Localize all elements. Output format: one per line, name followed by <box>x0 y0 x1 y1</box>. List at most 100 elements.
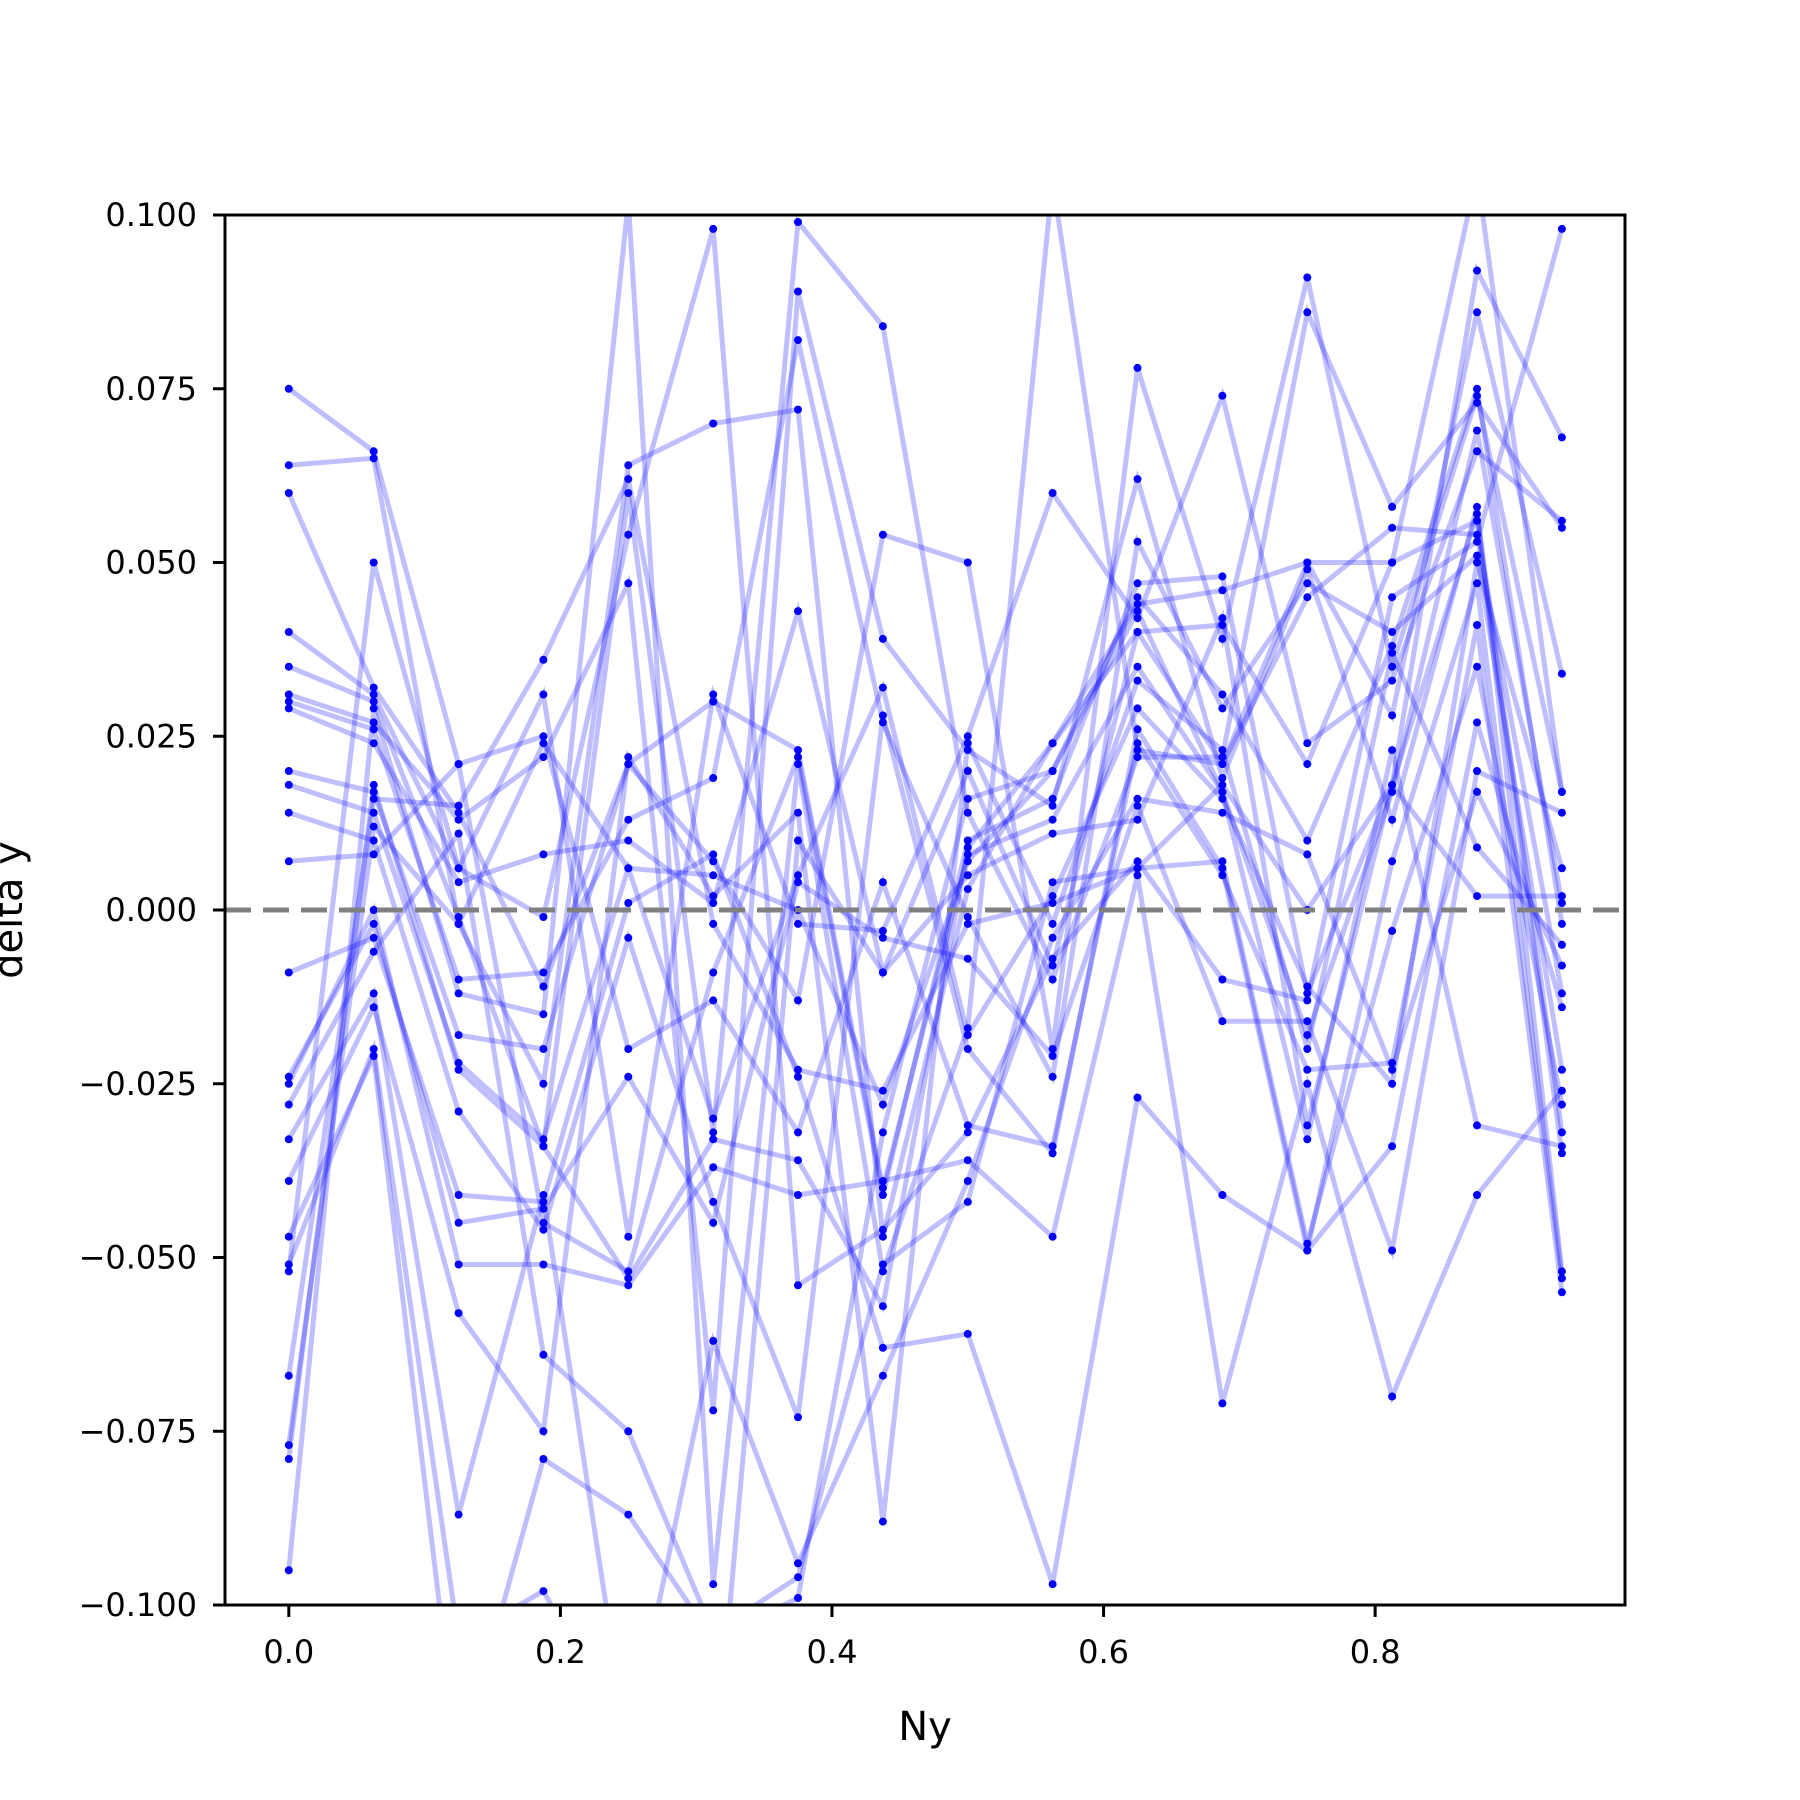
data-point <box>539 1045 548 1053</box>
data-point <box>1133 794 1142 803</box>
data-point <box>284 1100 293 1109</box>
data-point <box>709 919 718 928</box>
data-point <box>878 1302 887 1311</box>
data-point <box>1303 1239 1312 1248</box>
series-line <box>288 339 1565 1085</box>
data-point <box>1133 739 1142 748</box>
data-point <box>1303 982 1312 991</box>
data-point <box>1473 537 1481 546</box>
data-point <box>624 1510 633 1519</box>
y-tick-label: −0.050 <box>79 1239 197 1277</box>
data-point <box>1473 384 1481 393</box>
data-point <box>624 530 633 539</box>
data-point <box>878 1267 887 1276</box>
data-point <box>1557 669 1566 678</box>
data-point <box>624 475 633 484</box>
data-point <box>539 753 548 762</box>
data-point <box>963 1128 972 1137</box>
data-point <box>878 322 887 331</box>
series-line <box>286 644 1564 1522</box>
data-point <box>1048 815 1057 824</box>
data-point <box>1303 1045 1312 1053</box>
x-tick-label: 0.8 <box>1350 1633 1401 1671</box>
data-point <box>963 843 972 852</box>
data-point <box>709 871 718 880</box>
data-point <box>454 1510 463 1519</box>
data-point <box>963 808 972 817</box>
data-point <box>369 780 378 789</box>
data-point <box>369 683 378 692</box>
data-point <box>878 634 887 643</box>
data-point <box>1473 579 1481 588</box>
data-point <box>1473 787 1481 796</box>
data-point <box>369 739 378 748</box>
data-point <box>624 461 633 470</box>
data-point <box>539 1260 548 1269</box>
data-point <box>963 836 972 845</box>
series-line <box>286 228 1565 1290</box>
data-point <box>369 794 378 803</box>
data-point <box>963 1121 972 1130</box>
data-point <box>1303 1079 1312 1088</box>
data-point <box>878 878 887 887</box>
data-point <box>878 683 887 692</box>
data-point <box>794 1413 802 1422</box>
data-point <box>1473 551 1481 560</box>
data-point <box>284 767 293 775</box>
series-18 <box>284 644 1566 1526</box>
data-point <box>624 1072 633 1081</box>
series-line <box>287 262 1565 1276</box>
data-point <box>1218 690 1227 699</box>
data-point <box>1218 746 1227 755</box>
data-point <box>1303 1065 1312 1074</box>
data-point <box>794 871 802 880</box>
data-point <box>1303 565 1312 574</box>
data-point <box>878 1343 887 1352</box>
data-point <box>794 746 802 755</box>
data-point <box>1218 753 1227 762</box>
data-point <box>709 968 718 977</box>
data-point <box>1473 426 1481 435</box>
data-point <box>539 732 548 741</box>
data-point <box>963 746 972 755</box>
data-point <box>1133 607 1142 616</box>
data-point <box>1133 363 1142 372</box>
data-point <box>539 1225 548 1234</box>
data-point <box>794 1594 802 1602</box>
data-point <box>709 224 718 233</box>
data-point <box>1048 1142 1057 1151</box>
x-tick-label: 0.4 <box>807 1633 858 1671</box>
data-point <box>1557 1149 1566 1158</box>
data-point <box>1133 475 1142 484</box>
data-point <box>1303 308 1312 317</box>
data-point <box>369 718 378 727</box>
data-point <box>284 662 293 671</box>
data-point <box>369 1003 378 1012</box>
data-point <box>878 711 887 720</box>
data-point <box>709 899 718 907</box>
data-point <box>1218 391 1227 400</box>
data-point <box>1303 1121 1312 1130</box>
series-line <box>286 471 1562 1377</box>
data-point <box>1388 1392 1397 1401</box>
data-point <box>1218 760 1227 769</box>
data-point <box>284 1232 293 1241</box>
series-line <box>286 215 1565 1585</box>
data-point <box>1048 739 1057 748</box>
data-point <box>794 1072 802 1081</box>
series-6 <box>284 287 1566 1415</box>
data-point <box>794 919 802 928</box>
data-point <box>284 1072 293 1081</box>
data-point <box>794 287 802 296</box>
data-point <box>1218 621 1227 629</box>
data-point <box>1133 662 1142 671</box>
data-point <box>1218 975 1227 984</box>
data-point <box>1048 975 1057 984</box>
series-21 <box>284 224 1566 1290</box>
data-point <box>1388 815 1397 824</box>
data-point <box>369 947 378 956</box>
data-point <box>709 1580 718 1589</box>
data-point <box>1303 1031 1312 1040</box>
data-point <box>709 1406 718 1415</box>
data-point <box>963 919 972 928</box>
